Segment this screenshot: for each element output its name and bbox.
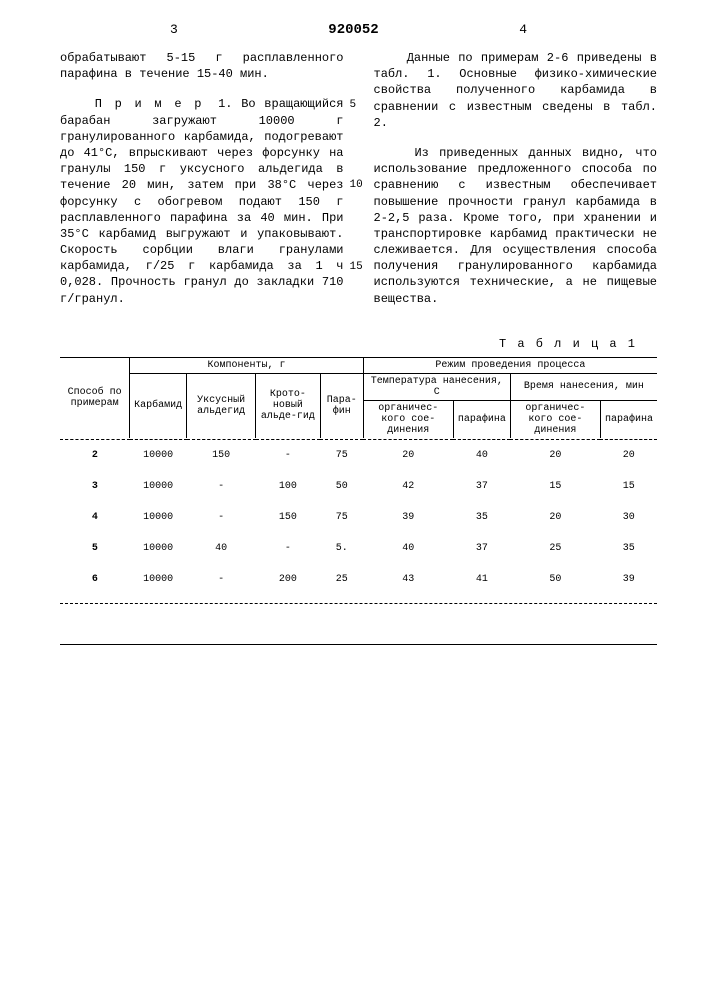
table-cell: 50 [320, 471, 363, 502]
table-cell: - [256, 439, 321, 471]
right-para-2: Из приведенных данных видно, что использ… [374, 145, 658, 307]
table-cell: 5 [60, 533, 130, 564]
table-cell: 35 [600, 533, 657, 564]
table-cell: 37 [453, 471, 510, 502]
th-group-time: Время нанесения, мин [510, 373, 657, 400]
table-cell: 15 [600, 471, 657, 502]
left-para-1: обрабатывают 5-15 г расплавленного параф… [60, 50, 344, 82]
table-body: 210000150-7520402020310000-1005042371515… [60, 439, 657, 595]
table-cell: 75 [320, 439, 363, 471]
table-cell: 40 [187, 533, 256, 564]
table-cell: - [256, 533, 321, 564]
table-cell: 50 [510, 564, 600, 595]
right-para-2-text: Из приведенных данных видно, что использ… [374, 146, 658, 306]
table-cell: 10000 [130, 439, 187, 471]
th-group-components: Компоненты, г [130, 357, 364, 373]
table-cell: 200 [256, 564, 321, 595]
line-number-10: 10 [350, 178, 363, 193]
example-label: П р и м е р [95, 97, 204, 111]
table-cell: 6 [60, 564, 130, 595]
left-para-2-body: 1. Во вращающийся барабан загружают 1000… [60, 97, 344, 305]
th-time-paraffin: парафина [600, 400, 657, 438]
table-cell: 25 [510, 533, 600, 564]
right-para-1-text: Данные по примерам 2-6 приведены в табл.… [374, 51, 658, 130]
table-cell: 30 [600, 502, 657, 533]
table-cell: 4 [60, 502, 130, 533]
table-cell: - [187, 471, 256, 502]
th-paraffin: Пара-фин [320, 373, 363, 438]
document-number: 920052 [328, 22, 378, 38]
table-caption: Т а б л и ц а 1 [60, 337, 657, 351]
th-croton: Крото-новый альде-гид [256, 373, 321, 438]
left-column: обрабатывают 5-15 г расплавленного параф… [60, 50, 344, 307]
table-row: 610000-2002543415039 [60, 564, 657, 595]
th-temp-paraffin: парафина [453, 400, 510, 438]
table-cell: 3 [60, 471, 130, 502]
table-cell: 20 [600, 439, 657, 471]
th-carbamide: Карбамид [130, 373, 187, 438]
table-cell: 20 [510, 502, 600, 533]
bottom-rule [60, 644, 657, 645]
table-end-dash [60, 603, 657, 604]
table-cell: 39 [363, 502, 453, 533]
table-cell: 10000 [130, 471, 187, 502]
table-row: 410000-1507539352030 [60, 502, 657, 533]
table-cell: 39 [600, 564, 657, 595]
table-cell: 75 [320, 502, 363, 533]
table-cell: 10000 [130, 533, 187, 564]
table-cell: 20 [510, 439, 600, 471]
line-number-15: 15 [350, 260, 363, 275]
table-cell: 41 [453, 564, 510, 595]
th-group-temp: Температура нанесения, С [363, 373, 510, 400]
col-number-right: 4 [519, 22, 527, 37]
th-group-regime: Режим проведения процесса [363, 357, 657, 373]
table-cell: 35 [453, 502, 510, 533]
table-cell: 5. [320, 533, 363, 564]
th-time-org: органичес-кого сое-динения [510, 400, 600, 438]
data-table: Способ по примерам Компоненты, г Режим п… [60, 357, 657, 595]
table-cell: - [187, 502, 256, 533]
table-cell: 10000 [130, 502, 187, 533]
table-cell: 150 [187, 439, 256, 471]
table-cell: 37 [453, 533, 510, 564]
table-cell: 40 [453, 439, 510, 471]
table-cell: 150 [256, 502, 321, 533]
table-cell: 100 [256, 471, 321, 502]
right-para-1: Данные по примерам 2-6 приведены в табл.… [374, 50, 658, 131]
table-row: 210000150-7520402020 [60, 439, 657, 471]
table-cell: 25 [320, 564, 363, 595]
two-column-layout: обрабатывают 5-15 г расплавленного параф… [60, 50, 657, 307]
col-number-left: 3 [170, 22, 178, 37]
table-cell: 40 [363, 533, 453, 564]
line-number-5: 5 [350, 98, 357, 113]
th-temp-org: органичес-кого сое-динения [363, 400, 453, 438]
table-cell: 20 [363, 439, 453, 471]
left-para-2: П р и м е р 1. Во вращающийся барабан за… [60, 96, 344, 306]
table-cell: - [187, 564, 256, 595]
table-cell: 43 [363, 564, 453, 595]
table-cell: 2 [60, 439, 130, 471]
table-cell: 10000 [130, 564, 187, 595]
table-row: 51000040-5.40372535 [60, 533, 657, 564]
table-cell: 15 [510, 471, 600, 502]
th-method: Способ по примерам [60, 357, 130, 438]
right-column: 5 10 15 Данные по примерам 2-6 приведены… [374, 50, 658, 307]
th-acetic: Уксусный альдегид [187, 373, 256, 438]
table-row: 310000-1005042371515 [60, 471, 657, 502]
table-cell: 42 [363, 471, 453, 502]
